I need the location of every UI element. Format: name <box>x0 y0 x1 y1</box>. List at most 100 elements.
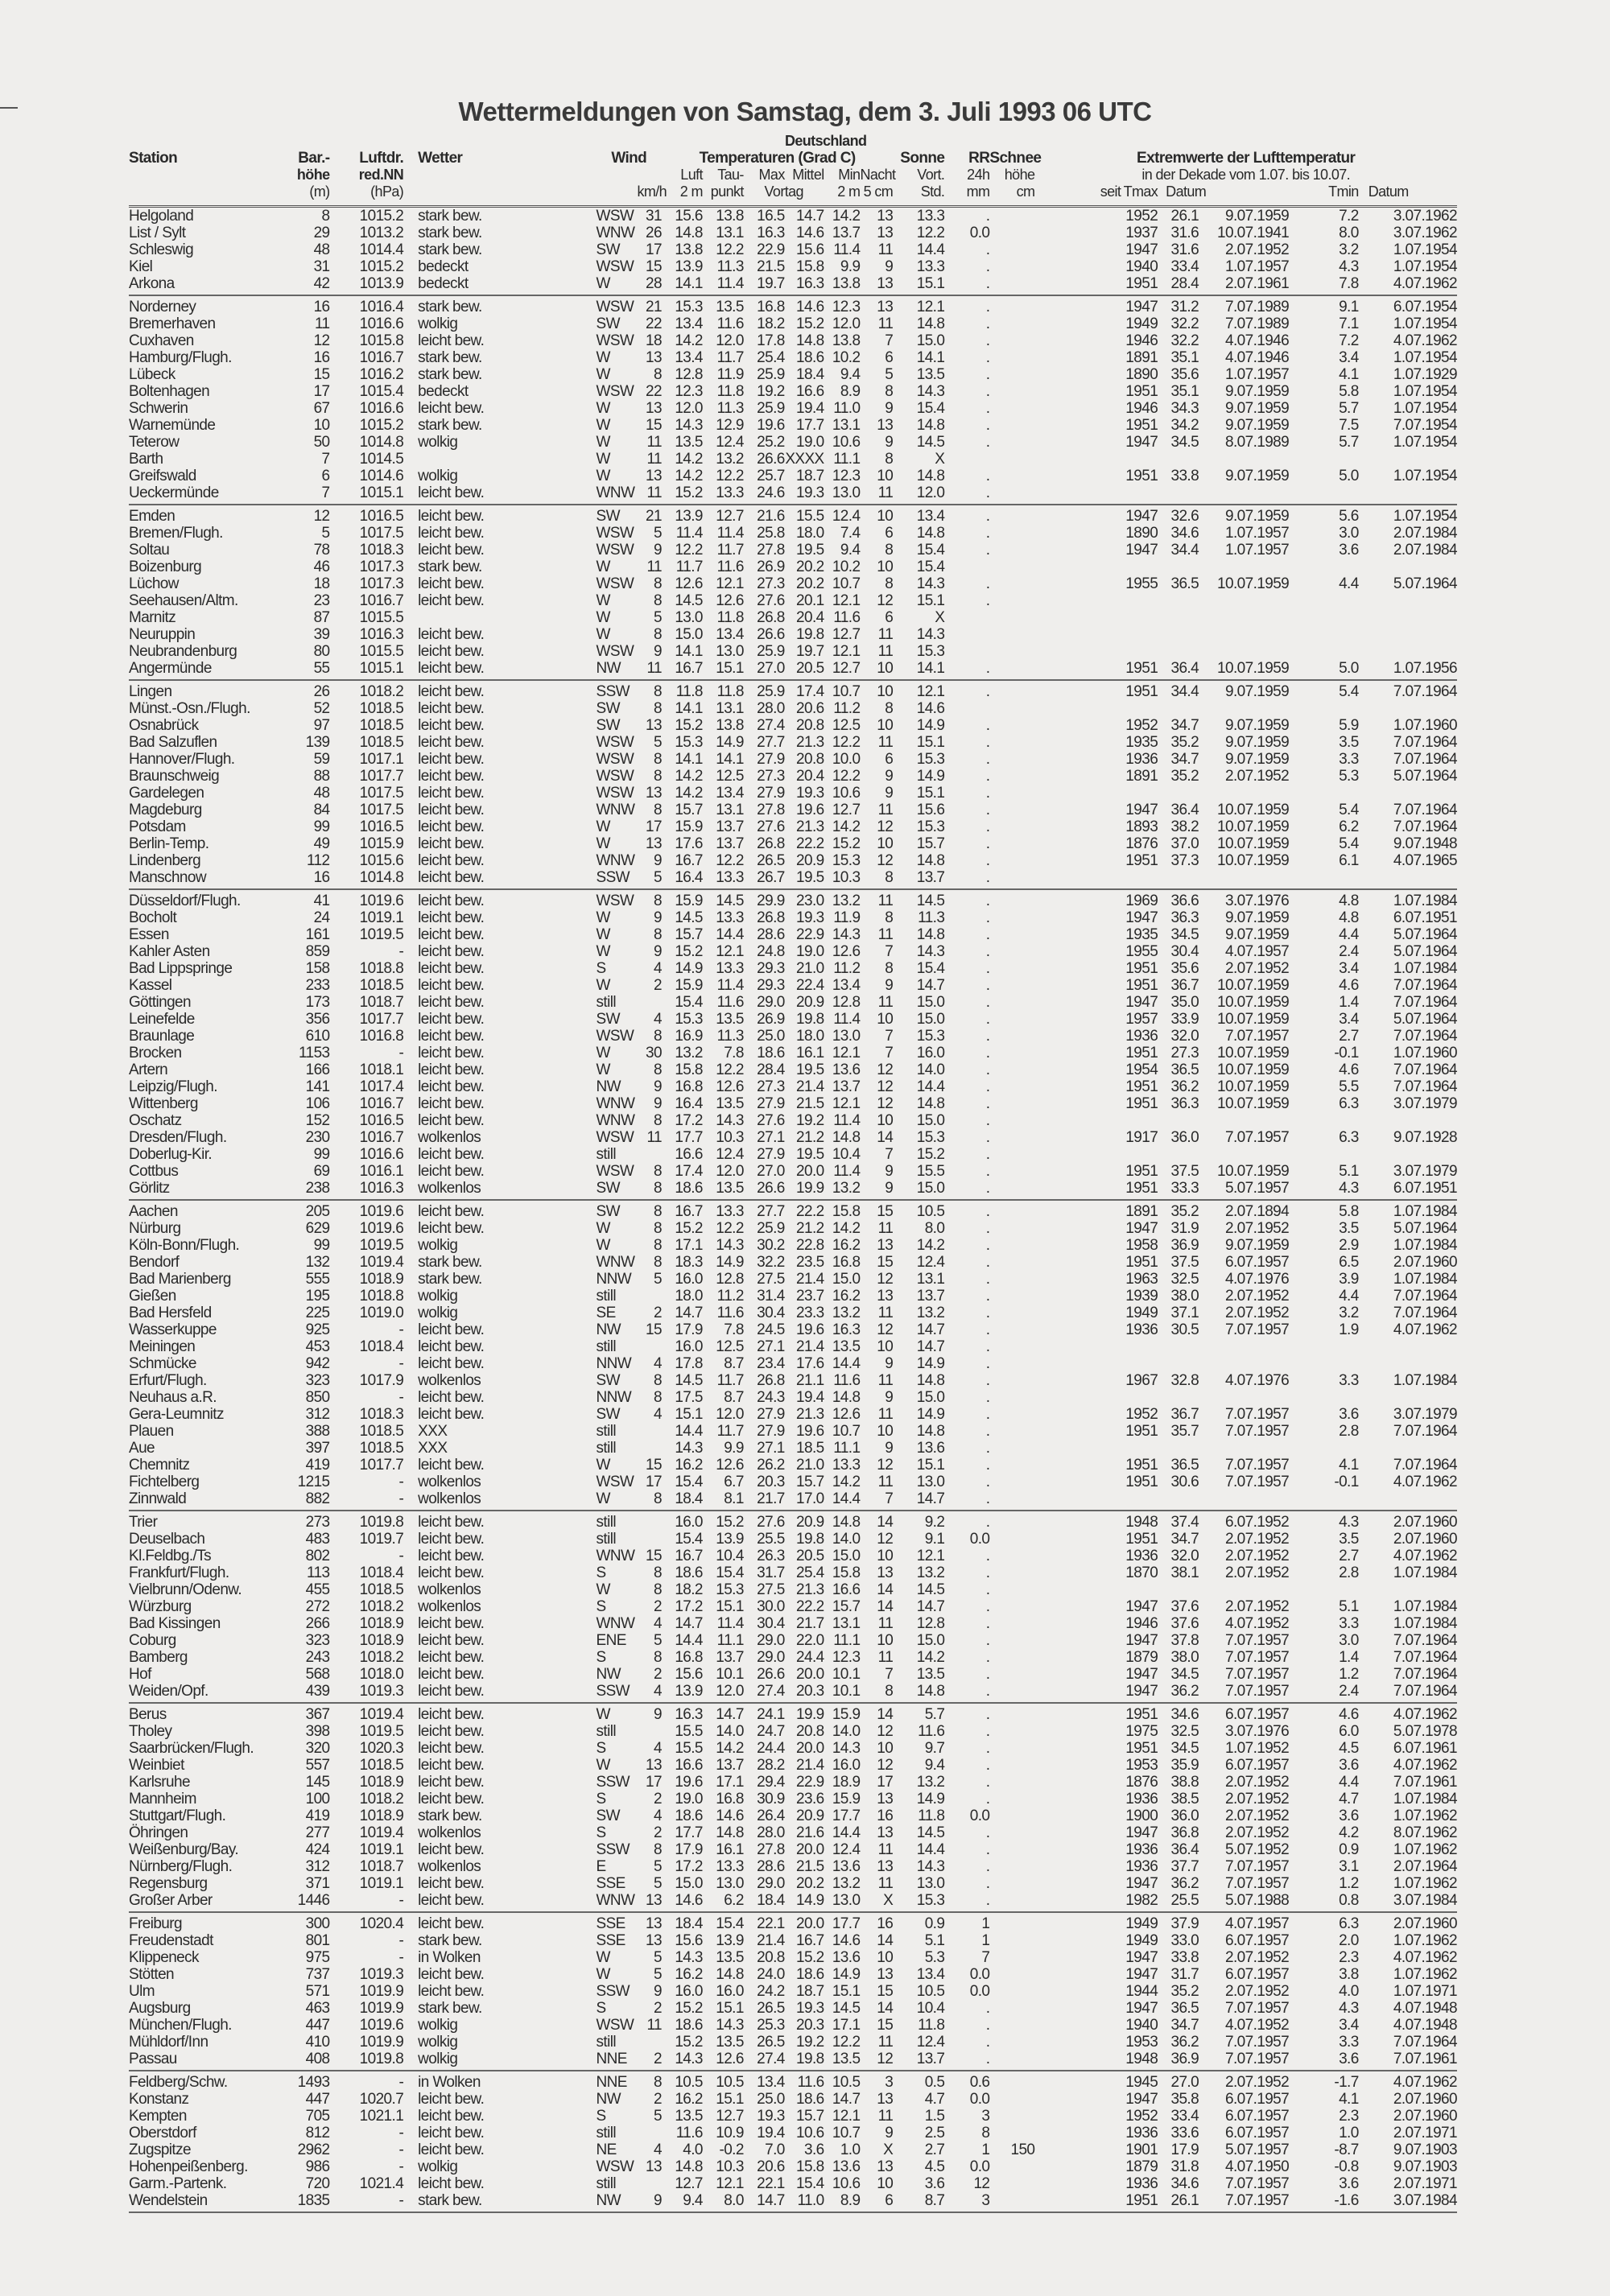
cell-mittel: 18.6 <box>796 349 824 366</box>
cell-datum-tmin: 1.07.1962 <box>1393 1932 1458 1949</box>
cell-luftdr: 1019.9 <box>359 2000 404 2017</box>
cell-datum: 7.07.1957 <box>1224 1028 1290 1045</box>
cell-seit <box>1121 592 1158 609</box>
cell-rr: . <box>985 434 990 451</box>
cell-bar: 16 <box>313 349 331 366</box>
cell-max: 29.3 <box>757 977 785 994</box>
cell-wind-kmh: 11 <box>646 2017 662 2034</box>
cell-mittel: 19.5 <box>796 542 824 559</box>
cell-wind-kmh: 4 <box>654 1615 663 1632</box>
cell-wind-dir: S <box>596 1598 607 1615</box>
cell-wind-kmh <box>637 1146 662 1163</box>
cell-station: Lingen <box>129 683 172 700</box>
cell-datum: 4.07.1976 <box>1224 1271 1290 1288</box>
cell-tmin: 3.3 <box>1339 2034 1359 2051</box>
spacer-cell <box>1034 451 1121 468</box>
cell-luftdr: 1018.3 <box>359 1406 404 1423</box>
cell-wetter: wolkenlos <box>418 1824 481 1841</box>
cell-wind-kmh: 8 <box>654 700 663 717</box>
cell-wetter: wolkig <box>418 1237 458 1254</box>
cell-wind-dir: W <box>596 1457 611 1474</box>
cell-wetter: wolkig <box>418 1305 458 1321</box>
cell-rr: . <box>985 468 990 484</box>
spacer-cell <box>1034 1457 1121 1474</box>
cell-luft: 15.4 <box>675 994 703 1011</box>
cell-min: 14.2 <box>832 1474 861 1490</box>
cell-tmin: 3.4 <box>1339 2017 1359 2034</box>
cell-luft: 14.1 <box>675 751 703 768</box>
cell-wind-kmh: 8 <box>654 1649 663 1666</box>
cell-station: Angermünde <box>129 660 212 677</box>
cell-min: 14.3 <box>832 1740 861 1757</box>
cell-seit: 1951 <box>1125 1706 1158 1723</box>
cell-station: Berlin-Temp. <box>129 835 209 852</box>
cell-rr: . <box>985 1632 990 1649</box>
cell-luft: 11.8 <box>675 683 704 700</box>
cell-wetter: stark bew. <box>418 225 482 241</box>
cell-max: 25.9 <box>757 400 785 417</box>
cell-tmax: 34.5 <box>1170 1666 1199 1683</box>
cell-luftdr: 1018.9 <box>359 1808 404 1824</box>
cell-max: 23.4 <box>757 1355 785 1372</box>
cell-seit: 1946 <box>1125 332 1158 349</box>
cell-bar: 410 <box>305 2034 331 2051</box>
cell-taupunkt: 13.7 <box>716 835 744 852</box>
cell-seit: 1951 <box>1125 417 1158 434</box>
cell-wetter: wolkenlos <box>418 1858 481 1875</box>
cell-wind-dir: still <box>596 2034 617 2051</box>
cell-seit: 1951 <box>1125 1474 1158 1490</box>
cell-luft: 15.8 <box>675 1061 703 1078</box>
cell-mittel: 18.0 <box>796 1028 824 1045</box>
cell-bar: 925 <box>305 1321 331 1338</box>
cell-tmax: 36.3 <box>1170 909 1199 926</box>
cell-luft: 15.5 <box>675 1740 703 1757</box>
cell-seit: 1951 <box>1125 1254 1158 1271</box>
cell-taupunkt: 11.4 <box>716 977 745 994</box>
cell-nacht: 7 <box>885 943 894 960</box>
cell-datum-tmin: 4.07.1965 <box>1393 852 1458 869</box>
cell-luft: 12.8 <box>675 366 703 383</box>
cell-station: Kiel <box>129 258 153 275</box>
cell-wind-kmh: 8 <box>654 1841 663 1858</box>
spacer-cell <box>1034 258 1121 275</box>
spacer-cell <box>1034 1045 1121 1061</box>
cell-seit: 1947 <box>1125 1949 1158 1966</box>
cell-min: 13.0 <box>832 484 861 501</box>
cell-tmax <box>1158 592 1199 609</box>
cell-max: 13.4 <box>757 2074 785 2091</box>
cell-schnee <box>989 1531 1034 1548</box>
cell-taupunkt: 16.1 <box>716 1841 744 1858</box>
cell-tmin: 5.5 <box>1339 1078 1359 1095</box>
cell-taupunkt: 15.3 <box>716 1581 744 1598</box>
cell-luftdr: 1016.7 <box>359 592 404 609</box>
spacer-cell <box>1034 926 1121 943</box>
cell-bar: 7 <box>321 484 331 501</box>
table-row: Osnabrück 97 1018.5 leicht bew. SW 13 15.2 13.8… <box>129 717 1458 734</box>
cell-rr: . <box>985 1406 990 1423</box>
cell-tmin: 3.8 <box>1339 1966 1359 1983</box>
cell-wind-kmh: 9 <box>654 643 663 660</box>
cell-wind-dir: WSW <box>596 643 634 660</box>
cell-nacht: 10 <box>877 683 894 700</box>
cell-luftdr: 1018.2 <box>359 1598 404 1615</box>
cell-sonne: 14.9 <box>916 717 945 734</box>
cell-nacht: 12 <box>877 1321 894 1338</box>
cell-wind-dir: WSW <box>596 208 634 225</box>
cell-wind-kmh: 5 <box>654 1858 663 1875</box>
cell-wetter: leicht bew. <box>418 525 485 542</box>
cell-tmin: 1.0 <box>1339 2125 1359 2141</box>
cell-min: 14.3 <box>832 926 861 943</box>
spacer-cell <box>1034 802 1121 818</box>
cell-mittel: 19.9 <box>796 1706 824 1723</box>
cell-datum-tmin: 4.07.1948 <box>1393 2017 1458 2034</box>
cell-wetter: leicht bew. <box>418 785 485 802</box>
table-row: Kahler Asten 859- leicht bew. W 9 15.2 12.1 24.… <box>129 943 1458 960</box>
cell-rr: . <box>985 1355 990 1372</box>
cell-wind-dir: SSW <box>596 683 630 700</box>
cell-wetter: leicht bew. <box>418 717 485 734</box>
cell-luftdr: 1017.1 <box>359 751 404 768</box>
cell-wetter: leicht bew. <box>418 1095 485 1112</box>
cell-datum-tmin: 7.07.1964 <box>1393 1649 1458 1666</box>
cell-max: 31.7 <box>757 1564 785 1581</box>
cell-datum-tmin: 3.07.1984 <box>1393 2192 1458 2209</box>
